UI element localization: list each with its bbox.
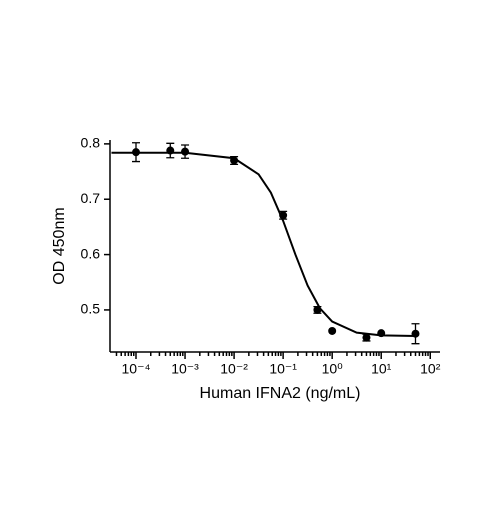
data-point [132, 148, 141, 157]
y-tick-label: 0.7 [81, 190, 101, 206]
x-tick-label: 10⁻¹ [269, 361, 297, 377]
fit-curve [111, 151, 416, 337]
y-tick-label: 0.6 [81, 245, 101, 261]
x-tick-label: 10⁻³ [171, 361, 199, 377]
x-tick-label: 10¹ [371, 361, 392, 377]
data-point [328, 326, 337, 335]
y-tick-label: 0.5 [81, 301, 101, 317]
y-tick-label: 0.8 [81, 135, 101, 151]
data-point [362, 333, 371, 342]
x-axis-title: Human IFNA2 (ng/mL) [200, 385, 361, 402]
x-tick-label: 10⁻² [220, 361, 248, 377]
data-point [411, 329, 420, 338]
data-point [377, 329, 386, 338]
data-point [313, 305, 322, 314]
x-tick-label: 10⁰ [322, 361, 344, 377]
data-point [279, 211, 288, 220]
x-tick-label: 10⁻⁴ [122, 361, 151, 377]
data-point [181, 147, 190, 156]
data-point [230, 156, 239, 165]
data-point [166, 146, 175, 155]
y-axis-title: OD 450nm [51, 207, 68, 284]
x-tick-label: 10² [420, 361, 441, 377]
